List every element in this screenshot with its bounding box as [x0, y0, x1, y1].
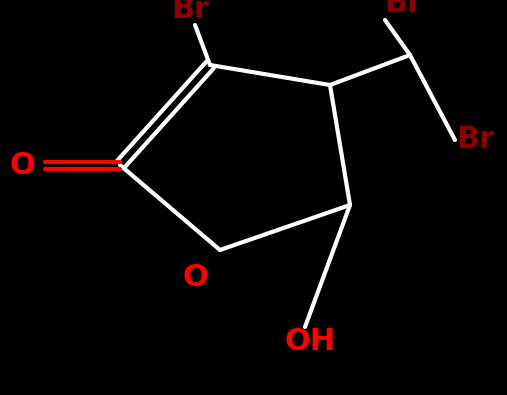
Text: O: O [9, 150, 35, 179]
Text: O: O [182, 263, 208, 292]
Text: OH: OH [284, 327, 336, 356]
Text: Br: Br [456, 126, 494, 154]
Text: Br: Br [171, 0, 209, 23]
Text: Br: Br [384, 0, 422, 19]
